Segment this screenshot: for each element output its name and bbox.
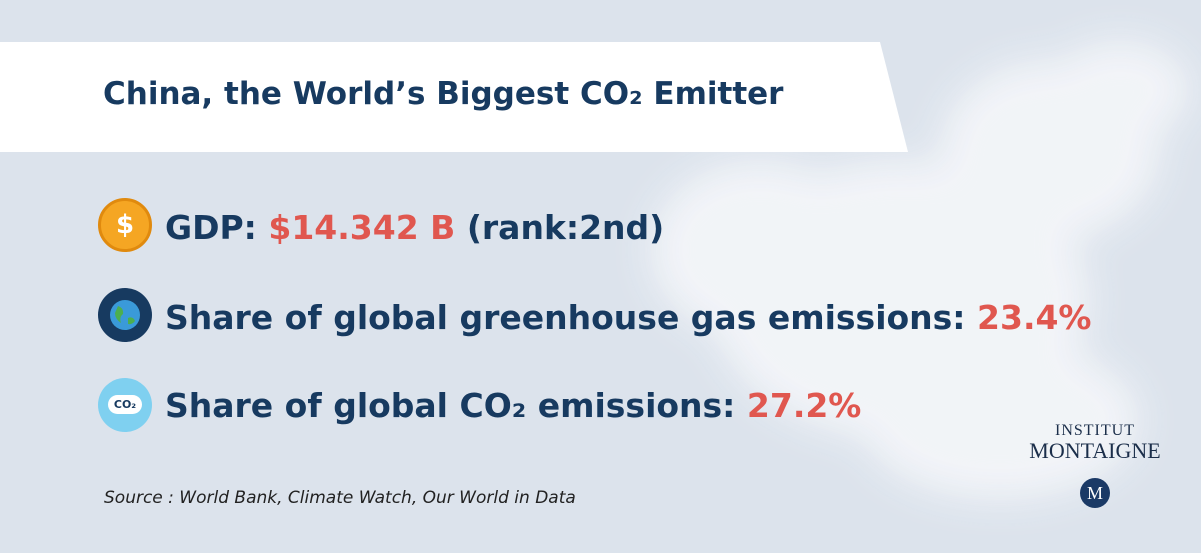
ghg-row: Share of global greenhouse gas emissions…	[165, 298, 1092, 337]
value: 27.2%	[746, 386, 862, 425]
value: $14.342 B	[268, 208, 456, 247]
logo-line2: MONTAIGNE	[1029, 438, 1161, 463]
label: Share of global CO₂ emissions:	[165, 386, 736, 425]
cloud-map	[650, 40, 1190, 500]
globe-icon	[98, 288, 152, 342]
icon-label: CO₂	[107, 395, 143, 414]
label: Share of global greenhouse gas emissions…	[165, 298, 966, 337]
title: China, the World’s Biggest CO₂ Emitter	[103, 76, 784, 112]
logo-line1: INSTITUT	[1055, 422, 1135, 439]
gdp-row: GDP: $14.342 B (rank:2nd)	[165, 208, 664, 247]
suffix: (rank:2nd)	[466, 208, 665, 247]
dollar-icon: $	[98, 198, 152, 252]
co2-row: Share of global CO₂ emissions: 27.2%	[165, 386, 861, 425]
logo-monogram: M	[1080, 478, 1110, 508]
value: 23.4%	[977, 298, 1092, 337]
title-banner	[0, 42, 908, 152]
globe	[110, 300, 140, 330]
label: GDP:	[165, 208, 257, 247]
co2-icon: CO₂	[98, 378, 152, 432]
source: Source : World Bank, Climate Watch, Our …	[104, 488, 576, 508]
